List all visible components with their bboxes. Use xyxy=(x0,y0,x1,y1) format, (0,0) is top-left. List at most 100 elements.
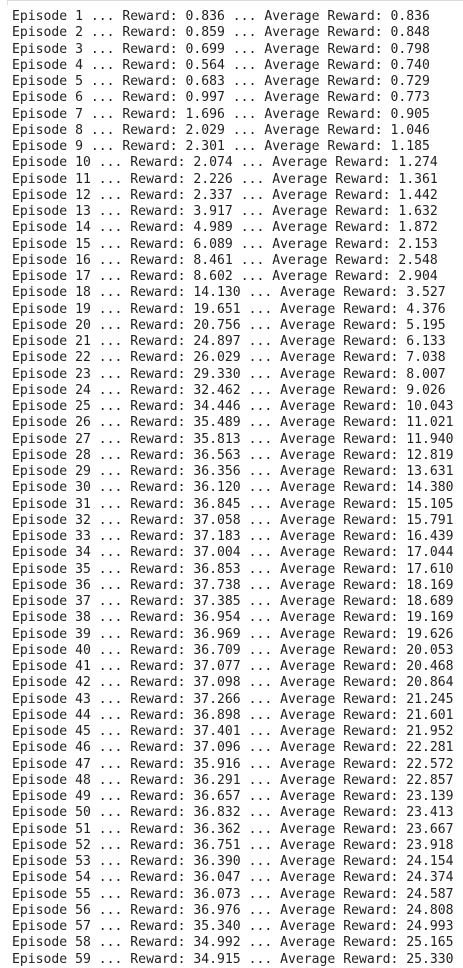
episode-label: Episode xyxy=(12,204,68,219)
episode-number: 30 xyxy=(75,480,91,496)
separator: ... xyxy=(98,285,123,301)
log-line: Episode 14 ... Reward: 4.989 ... Average… xyxy=(12,220,454,236)
separator: ... xyxy=(248,691,273,707)
average-value: 12.819 xyxy=(406,447,454,463)
reward-label: Reward: xyxy=(130,366,186,382)
separator: ... xyxy=(98,854,123,869)
separator: ... xyxy=(248,756,273,772)
episode-label: Episode xyxy=(12,480,68,496)
episode-number: 51 xyxy=(75,821,91,837)
reward-label: Reward: xyxy=(130,545,186,561)
separator: ... xyxy=(248,431,273,447)
episode-label: Episode xyxy=(12,301,68,317)
separator: ... xyxy=(248,886,273,902)
episode-label: Episode xyxy=(12,545,68,561)
episode-label: Episode xyxy=(12,740,68,756)
reward-label: Reward: xyxy=(130,691,186,707)
separator: ... xyxy=(248,480,273,496)
reward-label: Reward: xyxy=(130,772,186,788)
separator: ... xyxy=(98,366,123,382)
average-value: 24.587 xyxy=(406,886,454,902)
average-value: 2.153 xyxy=(398,236,438,252)
reward-value: 34.446 xyxy=(193,399,241,414)
log-line: Episode 13 ... Reward: 3.917 ... Average… xyxy=(12,204,454,220)
separator: ... xyxy=(232,122,257,138)
separator: ... xyxy=(248,350,273,366)
episode-label: Episode xyxy=(12,529,68,544)
average-value: 21.952 xyxy=(406,724,454,739)
separator: ... xyxy=(248,789,273,804)
average-label: Average Reward: xyxy=(272,204,391,219)
log-line: Episode 56 ... Reward: 36.976 ... Averag… xyxy=(12,903,454,919)
separator: ... xyxy=(248,464,273,479)
reward-label: Reward: xyxy=(130,431,186,447)
episode-label: Episode xyxy=(12,496,68,512)
average-value: 3.527 xyxy=(406,285,446,301)
separator: ... xyxy=(98,171,123,187)
separator: ... xyxy=(90,9,115,24)
episode-label: Episode xyxy=(12,756,68,772)
episode-label: Episode xyxy=(12,399,68,414)
reward-value: 34.915 xyxy=(193,951,241,967)
episode-label: Episode xyxy=(12,171,68,187)
average-value: 23.139 xyxy=(406,789,454,804)
average-value: 2.548 xyxy=(398,252,438,268)
separator: ... xyxy=(98,870,123,886)
separator: ... xyxy=(98,155,123,171)
average-value: 8.007 xyxy=(406,366,446,382)
average-label: Average Reward: xyxy=(280,642,399,658)
log-line: Episode 39 ... Reward: 36.969 ... Averag… xyxy=(12,627,454,643)
average-label: Average Reward: xyxy=(264,106,383,122)
separator: ... xyxy=(98,431,123,447)
reward-label: Reward: xyxy=(130,724,186,739)
episode-label: Episode xyxy=(12,464,68,479)
average-label: Average Reward: xyxy=(272,155,391,171)
episode-number: 36 xyxy=(75,577,91,593)
log-line: Episode 45 ... Reward: 37.401 ... Averag… xyxy=(12,724,454,740)
episode-label: Episode xyxy=(12,57,68,73)
reward-label: Reward: xyxy=(130,480,186,496)
separator: ... xyxy=(98,204,123,219)
separator: ... xyxy=(248,837,273,853)
reward-label: Reward: xyxy=(122,122,178,138)
episode-number: 37 xyxy=(75,594,91,609)
episode-label: Episode xyxy=(12,139,68,154)
separator: ... xyxy=(248,805,273,821)
average-label: Average Reward: xyxy=(280,740,399,756)
episode-label: Episode xyxy=(12,236,68,252)
reward-label: Reward: xyxy=(122,9,178,24)
episode-number: 23 xyxy=(75,366,91,382)
reward-value: 24.897 xyxy=(193,334,241,349)
average-label: Average Reward: xyxy=(264,74,383,89)
log-line: Episode 22 ... Reward: 26.029 ... Averag… xyxy=(12,350,454,366)
episode-number: 1 xyxy=(75,9,83,24)
separator: ... xyxy=(98,269,123,284)
separator: ... xyxy=(248,317,273,333)
separator: ... xyxy=(248,902,273,918)
log-line: Episode 26 ... Reward: 35.489 ... Averag… xyxy=(12,415,454,431)
reward-value: 3.917 xyxy=(193,204,233,219)
episode-number: 26 xyxy=(75,415,91,431)
separator: ... xyxy=(248,724,273,739)
episode-number: 15 xyxy=(75,236,91,252)
episode-number: 40 xyxy=(75,642,91,658)
reward-label: Reward: xyxy=(122,139,178,154)
separator: ... xyxy=(248,301,273,317)
reward-label: Reward: xyxy=(130,740,186,756)
average-label: Average Reward: xyxy=(280,724,399,739)
average-label: Average Reward: xyxy=(280,464,399,479)
average-value: 0.848 xyxy=(390,25,430,41)
average-label: Average Reward: xyxy=(280,529,399,544)
average-value: 20.468 xyxy=(406,659,454,674)
reward-value: 0.699 xyxy=(185,41,225,57)
average-label: Average Reward: xyxy=(264,41,383,57)
separator: ... xyxy=(98,236,123,252)
reward-value: 36.969 xyxy=(193,626,241,642)
separator: ... xyxy=(248,821,273,837)
separator: ... xyxy=(98,382,123,398)
average-value: 24.808 xyxy=(406,902,454,918)
training-log[interactable]: Episode 1 ... Reward: 0.836 ... Average … xyxy=(12,9,454,968)
reward-value: 35.489 xyxy=(193,415,241,431)
average-value: 2.904 xyxy=(398,269,438,284)
